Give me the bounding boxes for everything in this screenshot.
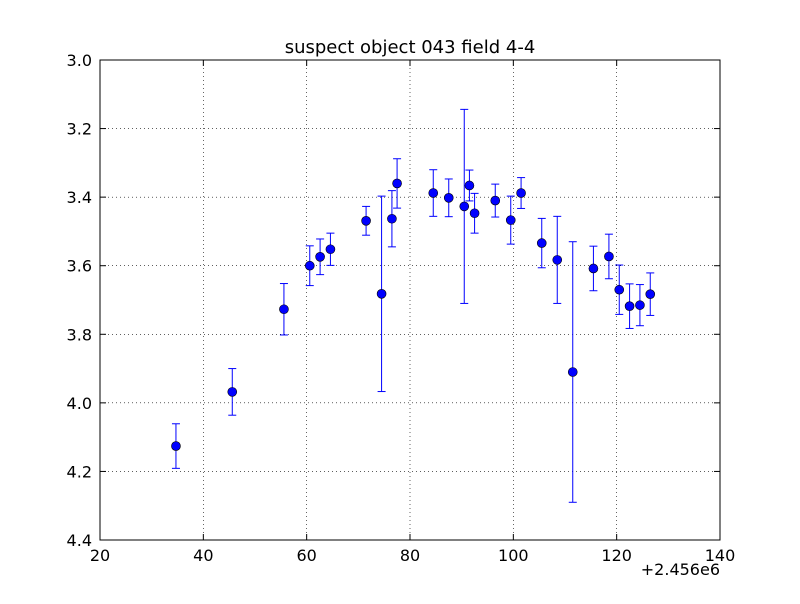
data-point [376,289,387,299]
data-point [325,244,336,255]
data-point [227,387,238,397]
axis-ticks: 20 40 60 80 100 120 140 3.0 3.2 3.4 3.6 3.8 4.0 4.2 4.… [67,51,736,565]
y-tick-label: 4.2 [67,462,92,481]
x-tick-label: 80 [400,546,420,565]
plot-area-frame [99,59,721,541]
x-tick-label: 100 [498,546,529,565]
data-point [387,213,397,224]
chart-title: suspect object 043 field 4-4 [285,37,536,58]
data-series [171,108,656,503]
y-tick-label: 3.8 [67,325,92,344]
data-point [588,263,599,274]
data-point [304,260,315,271]
data-point [536,238,547,248]
y-tick-label: 4.4 [67,531,92,550]
data-point [614,284,625,295]
y-tick-label: 4.0 [67,394,92,413]
data-point [459,201,470,212]
y-tick-label: 3.2 [67,120,92,139]
x-tick-label: 120 [601,546,632,565]
data-point [279,304,289,315]
data-point [516,188,526,198]
data-point [428,188,439,198]
data-point [464,180,475,191]
data-point [469,208,480,219]
data-point [505,215,516,225]
data-point [171,441,181,451]
x-axis-offset-label: +2.456e6 [641,560,720,579]
data-point [604,251,614,262]
y-tick-label: 3.0 [67,51,92,70]
data-point [361,216,371,226]
data-point [490,195,501,206]
data-point [567,367,578,377]
x-tick-label: 60 [296,546,316,565]
y-tick-label: 3.6 [67,257,92,276]
x-tick-label: 40 [193,546,213,565]
data-point [392,178,402,189]
data-point [645,289,656,299]
y-tick-label: 3.4 [67,188,92,207]
data-point [624,301,635,311]
x-tick-label: 140 [705,546,736,565]
data-point [635,300,645,310]
data-point [552,255,563,265]
data-point [443,193,454,203]
grid [100,60,720,540]
data-point [315,251,325,262]
x-tick-label: 20 [90,546,110,565]
